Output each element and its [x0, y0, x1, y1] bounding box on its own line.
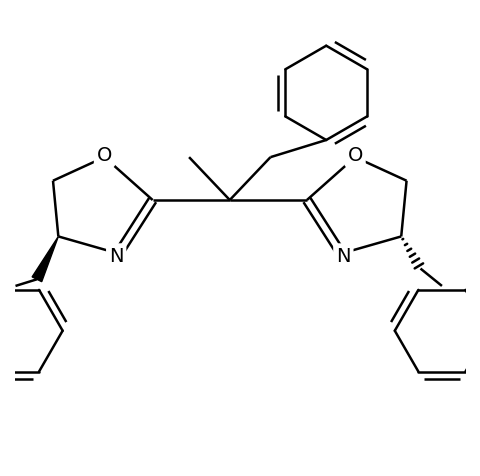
Polygon shape [32, 237, 58, 282]
Text: N: N [336, 247, 350, 266]
Text: O: O [96, 146, 112, 165]
Text: O: O [347, 146, 362, 165]
Text: N: N [109, 247, 123, 266]
